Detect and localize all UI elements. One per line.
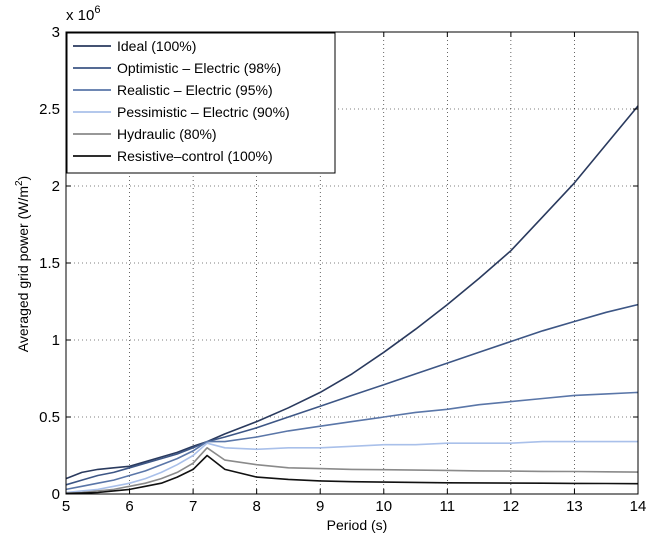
legend-entry-3: Pessimistic – Electric (90%) (117, 104, 290, 120)
y-tick-label: 2.5 (39, 101, 60, 118)
y-tick-label: 1 (52, 332, 60, 349)
y-axis-label-superscript: 2 (14, 180, 25, 186)
y-tick-label: 2 (52, 178, 60, 195)
legend: Ideal (100%) Optimistic – Electric (98%) R… (66, 32, 336, 174)
series-line-5 (65, 454, 639, 495)
legend-entry-1: Optimistic – Electric (98%) (117, 60, 281, 76)
legend-box (66, 32, 336, 174)
x-tick-label: 14 (630, 498, 647, 515)
legend-entry-4: Hydraulic (80%) (117, 126, 217, 142)
x-tick-label: 13 (566, 498, 583, 515)
y-tick-label: 3 (52, 24, 60, 41)
y-axis-label: Averaged grid power (W/m2) (14, 176, 31, 352)
y-tick-label: 0.5 (39, 409, 60, 426)
legend-entry-2: Realistic – Electric (95%) (117, 82, 273, 98)
x-tick-label: 12 (503, 498, 520, 515)
y-axis-label-close: ) (15, 176, 31, 181)
x-tick-label: 11 (440, 498, 456, 515)
legend-entry-5: Resistive–control (100%) (117, 148, 273, 164)
y-axis-multiplier: x 106 (66, 4, 100, 24)
x-axis-label: Period (s) (327, 517, 388, 533)
series-line-1 (65, 303, 639, 486)
y-multiplier-exponent: 6 (94, 4, 100, 16)
x-tick-label: 10 (375, 498, 392, 515)
y-tick-label: 1.5 (39, 255, 60, 272)
axis-ticks: 5 6 7 8 9 10 11 12 13 14 0 0.5 1 1.5 2 2.5 3 (39, 24, 646, 515)
x-tick-label: 5 (62, 498, 70, 515)
x-tick-label: 8 (252, 498, 260, 515)
series-line-0 (65, 105, 639, 480)
y-tick-label: 0 (52, 486, 60, 503)
series-group (65, 105, 639, 495)
x-tick-label: 6 (125, 498, 133, 515)
legend-entry-0: Ideal (100%) (117, 38, 196, 54)
series-line-4 (65, 447, 639, 494)
y-multiplier-base: x 10 (66, 7, 94, 24)
x-tick-label: 9 (316, 498, 324, 515)
y-axis-label-main: Averaged grid power (W/m (15, 186, 31, 352)
series-line-3 (65, 440, 638, 494)
series-line-2 (65, 391, 639, 491)
x-tick-label: 7 (189, 498, 197, 515)
